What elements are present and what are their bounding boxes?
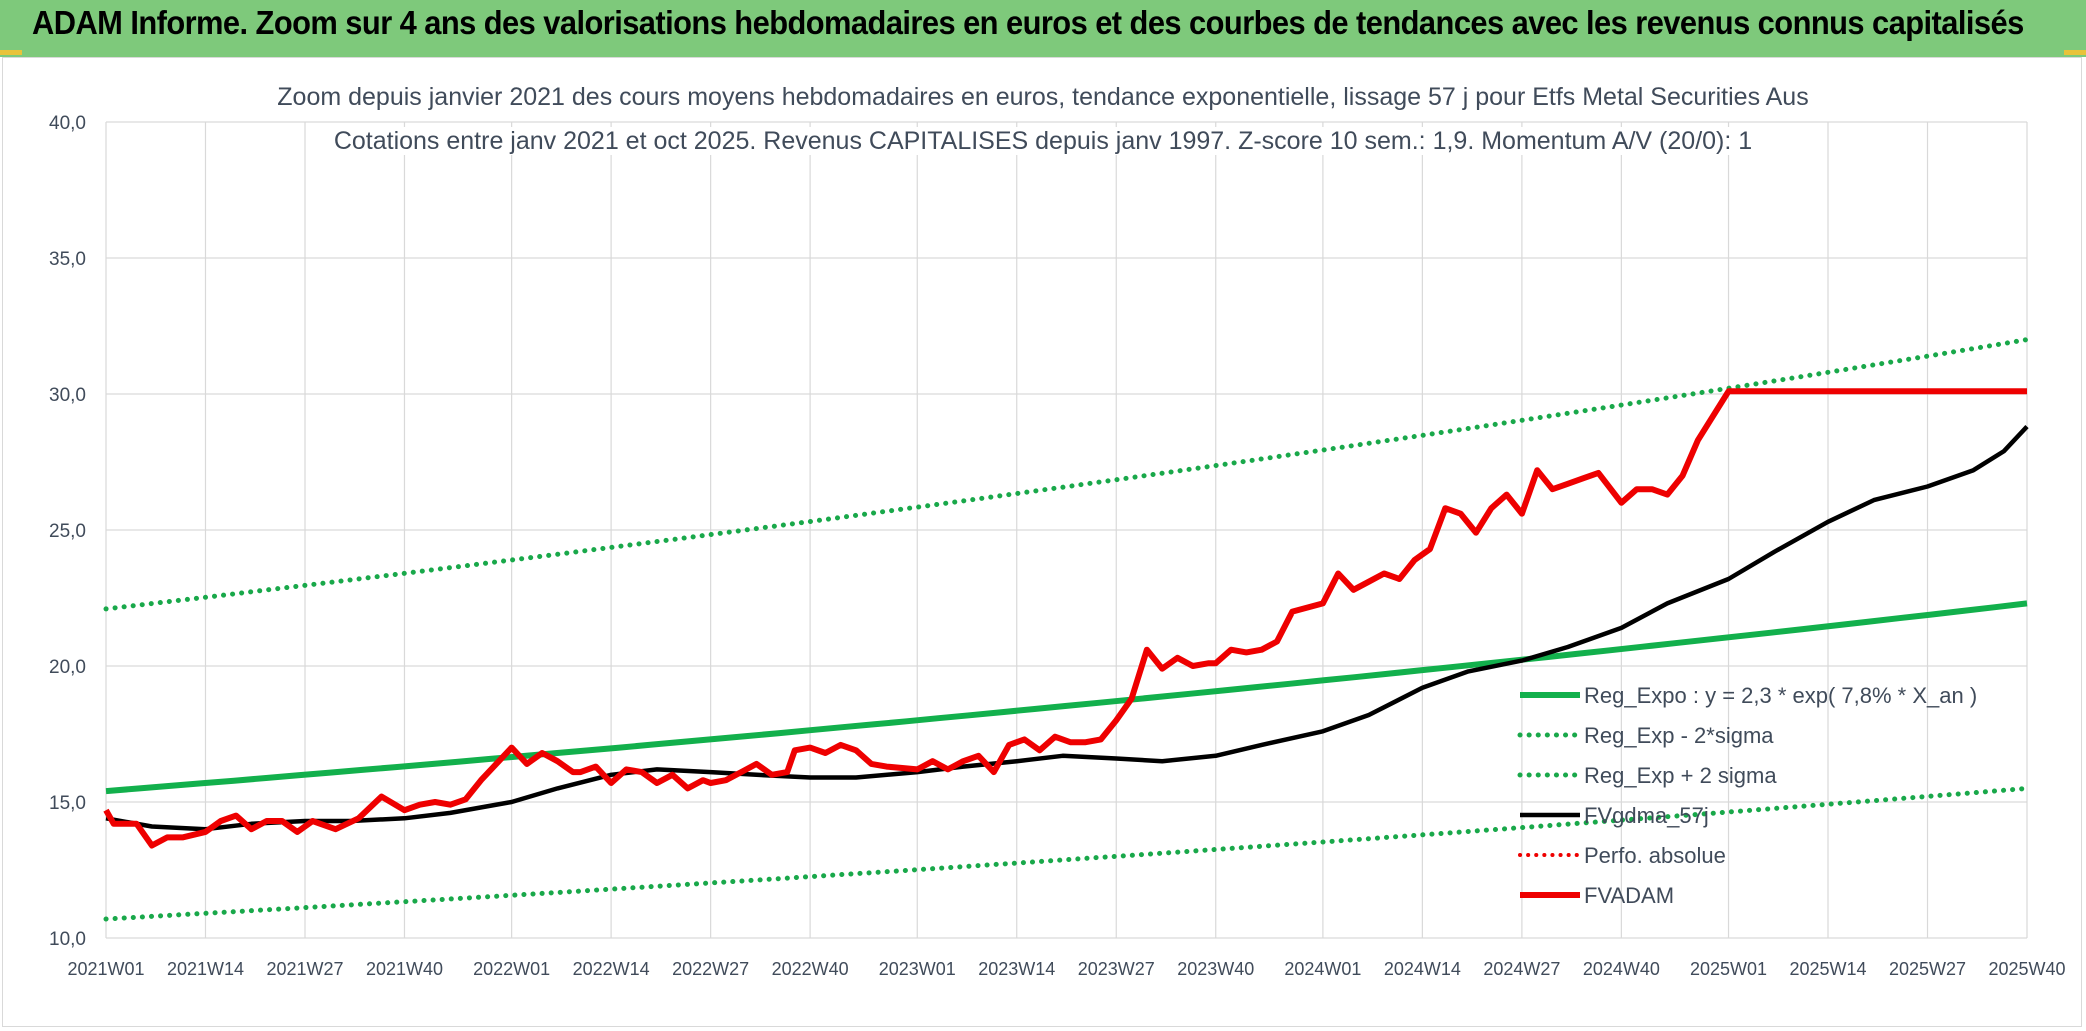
x-tick-label: 2021W14 xyxy=(167,959,244,979)
series-line-2 xyxy=(103,337,2030,612)
x-tick-label: 2023W27 xyxy=(1078,959,1155,979)
series-line-3 xyxy=(105,425,2029,832)
x-tick-label: 2024W27 xyxy=(1483,959,1560,979)
x-tick-label: 2021W27 xyxy=(266,959,343,979)
chart-subtitle-text: Cotations entre janv 2021 et oct 2025. R… xyxy=(325,127,1761,155)
series-lines xyxy=(103,337,2030,922)
x-tick-label: 2024W40 xyxy=(1583,959,1660,979)
x-tick-label: 2022W40 xyxy=(772,959,849,979)
y-tick-label: 20,0 xyxy=(49,657,86,678)
x-tick-label: 2023W01 xyxy=(879,959,956,979)
series-line-1 xyxy=(103,785,2030,922)
x-tick-label: 2025W14 xyxy=(1789,959,1866,979)
banner-corner-right xyxy=(2064,50,2086,55)
chart-title: Zoom depuis janvier 2021 des cours moyen… xyxy=(0,83,2086,112)
banner-corner-left xyxy=(0,50,22,55)
legend-label: Reg_Exp - 2*sigma xyxy=(1584,723,1774,748)
series-line-0 xyxy=(105,600,2028,795)
banner: ADAM Informe. Zoom sur 4 ans des valoris… xyxy=(0,0,2086,57)
legend-label: FVgdma_57j xyxy=(1584,803,1709,828)
y-tick-label: 25,0 xyxy=(49,521,86,542)
y-tick-label: 35,0 xyxy=(49,249,86,270)
x-tick-label: 2024W14 xyxy=(1384,959,1461,979)
y-axis-ticks: 10,0 15,0 20,0 25,0 30,0 35,0 40,0 xyxy=(49,113,86,950)
chart-title-text: Zoom depuis janvier 2021 des cours moyen… xyxy=(269,83,1817,111)
gridlines xyxy=(105,121,2028,939)
x-tick-label: 2025W27 xyxy=(1889,959,1966,979)
x-tick-label: 2021W01 xyxy=(67,959,144,979)
x-tick-label: 2022W27 xyxy=(672,959,749,979)
y-tick-label: 30,0 xyxy=(49,385,86,406)
x-tick-label: 2023W14 xyxy=(978,959,1055,979)
x-tick-label: 2023W40 xyxy=(1177,959,1254,979)
x-tick-label: 2024W01 xyxy=(1284,959,1361,979)
chart-subtitle: Cotations entre janv 2021 et oct 2025. R… xyxy=(0,127,2086,156)
x-tick-label: 2021W40 xyxy=(366,959,443,979)
y-tick-label: 15,0 xyxy=(49,793,86,814)
x-tick-label: 2022W14 xyxy=(573,959,650,979)
legend-label: Perfo. absolue xyxy=(1584,843,1726,868)
y-tick-label: 10,0 xyxy=(49,929,86,950)
banner-title: ADAM Informe. Zoom sur 4 ans des valoris… xyxy=(32,4,2024,41)
legend: Reg_Expo : y = 2,3 * exp( 7,8% * X_an ) R… xyxy=(1517,683,1977,908)
x-tick-label: 2022W01 xyxy=(473,959,550,979)
x-tick-label: 2025W01 xyxy=(1690,959,1767,979)
legend-label: Reg_Expo : y = 2,3 * exp( 7,8% * X_an ) xyxy=(1584,683,1977,708)
legend-label: Reg_Exp + 2 sigma xyxy=(1584,763,1777,788)
x-axis-ticks: 2021W01 2021W14 2021W27 2021W40 2022W01 2022W… xyxy=(67,959,2065,979)
series-line-5 xyxy=(103,388,2027,849)
legend-label: FVADAM xyxy=(1584,883,1674,908)
x-tick-label: 2025W40 xyxy=(1988,959,2065,979)
y-tick-label: 40,0 xyxy=(49,113,86,134)
chart-frame xyxy=(2,57,2082,1027)
